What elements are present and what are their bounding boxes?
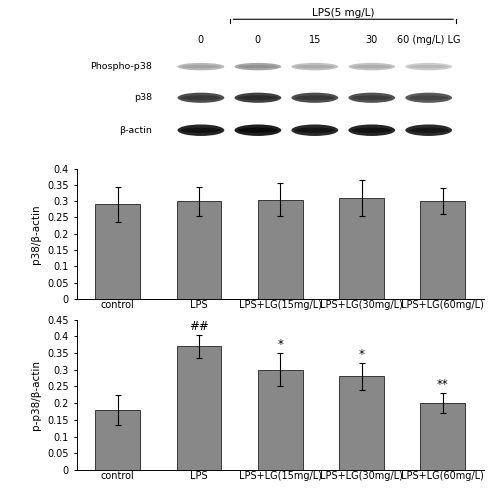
Ellipse shape (405, 124, 452, 136)
Ellipse shape (352, 96, 392, 100)
Bar (339, 198, 384, 299)
Text: *: * (277, 338, 283, 351)
Bar (258, 370, 303, 470)
Ellipse shape (238, 128, 278, 133)
Ellipse shape (348, 124, 395, 136)
Ellipse shape (178, 63, 224, 70)
Ellipse shape (405, 92, 452, 103)
Text: *: * (359, 348, 365, 362)
Bar (339, 376, 384, 470)
Text: ##: ## (189, 320, 209, 333)
Ellipse shape (295, 65, 335, 68)
Text: 15: 15 (309, 34, 321, 44)
Ellipse shape (405, 63, 452, 70)
Text: β-actin: β-actin (119, 126, 152, 134)
Ellipse shape (235, 124, 281, 136)
Ellipse shape (409, 65, 448, 68)
Ellipse shape (235, 92, 281, 103)
Ellipse shape (292, 92, 338, 103)
Bar (258, 200, 303, 299)
Text: 60 (mg/L) LG: 60 (mg/L) LG (397, 34, 460, 44)
Ellipse shape (409, 128, 448, 133)
Bar (177, 346, 221, 470)
Bar (95, 410, 140, 470)
Bar (421, 201, 465, 299)
Ellipse shape (181, 65, 221, 68)
Ellipse shape (348, 63, 395, 70)
Ellipse shape (295, 96, 335, 100)
Ellipse shape (178, 92, 224, 103)
Ellipse shape (348, 92, 395, 103)
Y-axis label: p38/β-actin: p38/β-actin (31, 204, 41, 264)
Ellipse shape (238, 96, 278, 100)
Ellipse shape (238, 65, 278, 68)
Bar (421, 403, 465, 470)
Bar (177, 201, 221, 299)
Ellipse shape (352, 65, 392, 68)
Ellipse shape (235, 63, 281, 70)
Bar (95, 204, 140, 299)
Ellipse shape (178, 124, 224, 136)
Text: **: ** (437, 378, 449, 392)
Ellipse shape (292, 124, 338, 136)
Ellipse shape (352, 128, 392, 133)
Text: 0: 0 (198, 34, 204, 44)
Ellipse shape (292, 63, 338, 70)
Text: p38: p38 (134, 93, 152, 102)
Ellipse shape (181, 96, 221, 100)
Ellipse shape (409, 96, 448, 100)
Text: 30: 30 (366, 34, 378, 44)
Ellipse shape (181, 128, 221, 133)
Ellipse shape (295, 128, 335, 133)
Text: Phospho-p38: Phospho-p38 (90, 62, 152, 71)
Y-axis label: p-p38/β-actin: p-p38/β-actin (31, 360, 41, 430)
Text: LPS(5 mg/L): LPS(5 mg/L) (312, 8, 374, 18)
Text: 0: 0 (255, 34, 261, 44)
